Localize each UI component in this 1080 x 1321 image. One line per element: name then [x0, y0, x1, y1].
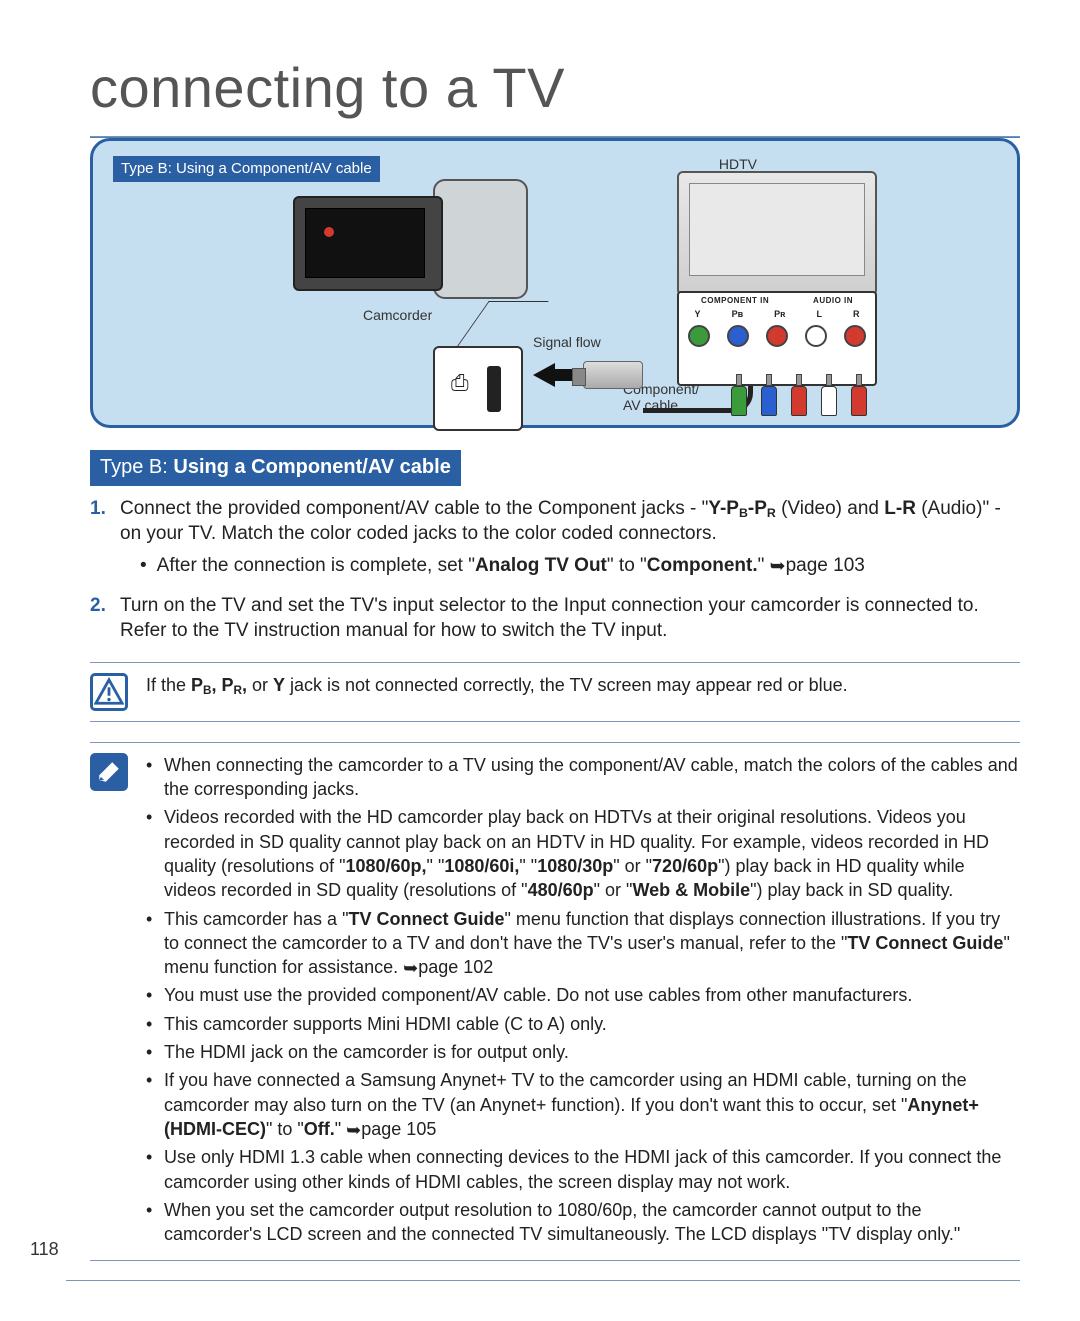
section-heading: Type B: Using a Component/AV cable: [90, 450, 461, 486]
page-title: connecting to a TV: [90, 50, 1020, 126]
instruction-step: 2. Turn on the TV and set the TV's input …: [90, 593, 1020, 644]
footer-rule: [66, 1280, 1020, 1281]
rca-connectors: [731, 386, 867, 416]
rca-plug: [731, 386, 747, 416]
cable-plug: [583, 361, 643, 389]
jack: [727, 325, 749, 347]
jack: [844, 325, 866, 347]
jack-label: L: [816, 308, 822, 320]
jack: [805, 325, 827, 347]
note-item: When you set the camcorder output resolu…: [146, 1198, 1020, 1247]
notes-callout: When connecting the camcorder to a TV us…: [90, 742, 1020, 1262]
page-number: 118: [30, 1237, 60, 1263]
camcorder-illustration: [293, 171, 533, 311]
step-number: 2.: [90, 593, 106, 619]
label-signal-flow: Signal flow: [533, 333, 601, 352]
rca-plug: [821, 386, 837, 416]
jack-header-audio: AUDIO IN: [813, 296, 853, 307]
tv-jack-panel: COMPONENT IN AUDIO IN Y Pʙ Pʀ L R: [677, 291, 877, 386]
note-item: Use only HDMI 1.3 cable when connecting …: [146, 1145, 1020, 1194]
step-sub-item: After the connection is complete, set "A…: [140, 553, 1020, 579]
usb-icon: ⎙: [451, 368, 469, 398]
note-item: If you have connected a Samsung Anynet+ …: [146, 1068, 1020, 1141]
usb-port-callout: ⎙: [433, 346, 523, 431]
jack: [688, 325, 710, 347]
rca-plug: [761, 386, 777, 416]
step-number: 1.: [90, 496, 106, 522]
jack-label: R: [853, 308, 860, 320]
jack-label: Pʙ: [732, 308, 744, 320]
note-item: You must use the provided component/AV c…: [146, 983, 1020, 1007]
caution-icon: [90, 673, 128, 711]
signal-arrow-icon: [533, 363, 555, 387]
note-item: The HDMI jack on the camcorder is for ou…: [146, 1040, 1020, 1064]
jack-label: Y: [695, 308, 701, 320]
instruction-steps: 1. Connect the provided component/AV cabl…: [90, 496, 1020, 644]
step-text: Turn on the TV and set the TV's input se…: [120, 595, 979, 642]
jack-label: Pʀ: [774, 308, 785, 320]
note-icon: [90, 753, 128, 791]
caution-callout: If the PB, PR, or Y jack is not connecte…: [90, 662, 1020, 722]
note-item: This camcorder supports Mini HDMI cable …: [146, 1012, 1020, 1036]
note-item: This camcorder has a "TV Connect Guide" …: [146, 907, 1020, 980]
notes-body: When connecting the camcorder to a TV us…: [146, 753, 1020, 1251]
rca-plug: [851, 386, 867, 416]
note-item: When connecting the camcorder to a TV us…: [146, 753, 1020, 802]
step-text: Connect the provided component/AV cable …: [120, 498, 1001, 545]
connection-diagram: Type B: Using a Component/AV cable HDTV …: [90, 138, 1020, 428]
hdtv-illustration: [677, 171, 877, 296]
instruction-step: 1. Connect the provided component/AV cabl…: [90, 496, 1020, 579]
jack-header-component: COMPONENT IN: [701, 296, 769, 307]
jack: [766, 325, 788, 347]
rca-plug: [791, 386, 807, 416]
note-item: Videos recorded with the HD camcorder pl…: [146, 805, 1020, 902]
caution-text: If the PB, PR, or Y jack is not connecte…: [146, 673, 1020, 711]
